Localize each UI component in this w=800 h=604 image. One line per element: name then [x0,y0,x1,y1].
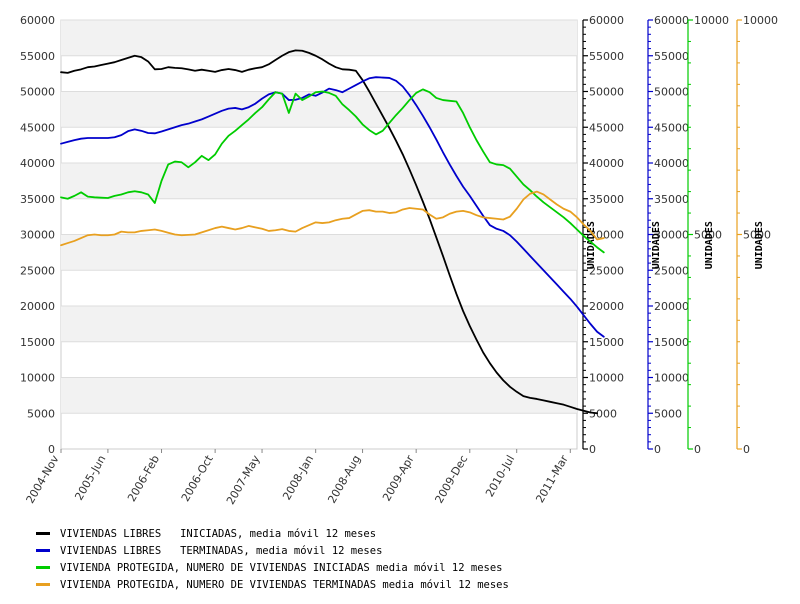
black-axis-tick-label: 10000 [589,372,624,385]
left-axis-tick-label: 10000 [20,372,55,385]
x-axis-tick-label: 2010-Jul [483,453,517,499]
orange-axis-tick-label: 10000 [743,14,778,27]
left-axis-tick-label: 15000 [20,336,55,349]
left-axis-tick-label: 60000 [20,14,55,27]
series-line-blue [60,76,605,338]
chart-legend: VIVIENDAS LIBRES INICIADAS, media móvil … [0,525,800,593]
orange-axis-tick-label: 5000 [743,229,771,242]
legend-item[interactable]: VIVIENDA PROTEGIDA, NUMERO DE VIVIENDAS … [0,576,800,593]
grid-band [61,91,577,128]
legend-item-label: VIVIENDA PROTEGIDA, NUMERO DE VIVIENDAS … [60,578,509,591]
blue-axis-title: UNIDADES [651,221,662,269]
green-axis-title: UNIDADES [704,221,715,269]
grid-band [61,234,577,271]
blue-axis-tick-label: 20000 [654,300,689,313]
x-axis-tick-label: 2008-Aug [325,453,363,506]
left-axis-tick-label: 30000 [20,229,55,242]
legend-item-label: VIVIENDAS LIBRES TERMINADAS, media móvil… [60,544,383,557]
legend-color-swatch [36,532,50,535]
x-axis-tick-label: 2005-Jun [72,453,108,503]
grid-band [61,163,577,199]
series-line-black [60,49,598,415]
blue-axis-tick-label: 40000 [654,157,689,170]
x-axis-tick-label: 2007-May [224,453,263,507]
left-axis-tick-label: 40000 [20,157,55,170]
black-axis-tick-label: 45000 [589,121,624,134]
blue-axis-tick-label: 25000 [654,264,689,277]
black-axis-tick-label: 55000 [589,50,624,63]
black-axis-tick-label: 5000 [589,407,617,420]
blue-axis-tick-label: 5000 [654,407,682,420]
black-axis-tick-label: 60000 [589,14,624,27]
x-axis-tick-label: 2006-Oct [179,452,216,504]
blue-axis-tick-label: 50000 [654,86,689,99]
grid-band [61,377,577,414]
legend-item-label: VIVIENDA PROTEGIDA, NUMERO DE VIVIENDAS … [60,561,503,574]
x-axis-tick-label: 2004-Nov [24,453,62,506]
x-axis-tick-label: 2011-Mar [533,453,571,506]
left-axis-tick-label: 35000 [20,193,55,206]
grid-band [61,20,577,56]
left-axis-tick-label: 5000 [27,407,55,420]
left-axis-tick-label: 45000 [20,121,55,134]
green-axis-tick-label: 0 [694,443,701,456]
legend-item[interactable]: VIVIENDAS LIBRES TERMINADAS, media móvil… [0,542,800,559]
left-axis-tick-label: 50000 [20,86,55,99]
x-axis-tick-label: 2009-Dec [432,453,470,506]
black-axis-title: UNIDADES [586,221,597,269]
black-axis-tick-label: 0 [589,443,596,456]
x-axis-tick-label: 2006-Feb [125,453,162,504]
left-axis-tick-label: 0 [48,443,55,456]
blue-axis-tick-label: 15000 [654,336,689,349]
series-line-green [60,88,605,254]
blue-axis-tick-label: 0 [654,443,661,456]
legend-color-swatch [36,583,50,586]
black-axis-tick-label: 35000 [589,193,624,206]
black-axis-tick-label: 30000 [589,229,624,242]
legend-color-swatch [36,566,50,569]
series-line-orange [60,190,605,247]
black-axis-tick-label: 25000 [589,264,624,277]
legend-item-label: VIVIENDAS LIBRES INICIADAS, media móvil … [60,527,377,540]
black-axis-tick-label: 20000 [589,300,624,313]
grid-band [61,306,577,342]
x-axis-tick-label: 2008-Jan [280,453,316,502]
blue-axis-tick-label: 45000 [654,121,689,134]
left-axis-tick-label: 20000 [20,300,55,313]
x-axis-tick-label: 2009-Apr [380,453,417,504]
legend-item[interactable]: VIVIENDA PROTEGIDA, NUMERO DE VIVIENDAS … [0,559,800,576]
blue-axis-tick-label: 55000 [654,50,689,63]
blue-axis-tick-label: 10000 [654,372,689,385]
green-axis-tick-label: 5000 [694,229,722,242]
black-axis-tick-label: 50000 [589,86,624,99]
blue-axis-tick-label: 30000 [654,229,689,242]
blue-axis-tick-label: 35000 [654,193,689,206]
black-axis-tick-label: 40000 [589,157,624,170]
blue-axis-tick-label: 60000 [654,14,689,27]
left-axis-tick-label: 25000 [20,264,55,277]
left-axis-tick-label: 55000 [20,50,55,63]
orange-axis-tick-label: 0 [743,443,750,456]
legend-color-swatch [36,549,50,552]
orange-axis-title: UNIDADES [754,221,765,269]
legend-item[interactable]: VIVIENDAS LIBRES INICIADAS, media móvil … [0,525,800,542]
green-axis-tick-label: 10000 [694,14,729,27]
black-axis-tick-label: 15000 [589,336,624,349]
